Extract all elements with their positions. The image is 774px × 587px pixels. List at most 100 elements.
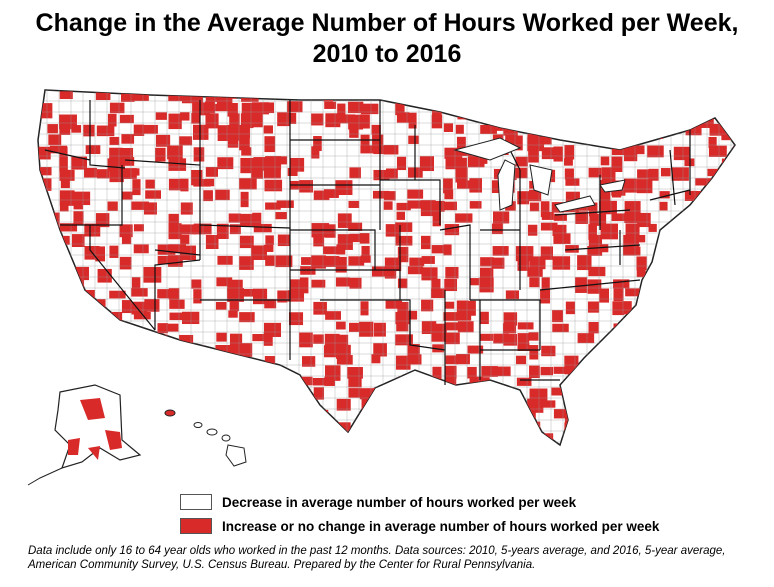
county-patch xyxy=(193,147,205,162)
county-patch xyxy=(720,300,735,312)
county-patch xyxy=(265,421,283,435)
county-patch xyxy=(323,246,340,255)
county-patch xyxy=(407,310,418,320)
county-patch xyxy=(299,409,312,425)
county-patch xyxy=(131,168,140,176)
county-patch xyxy=(227,135,239,148)
county-patch xyxy=(191,112,201,124)
county-patch xyxy=(647,92,657,101)
county-patch xyxy=(228,366,240,374)
county-patch xyxy=(443,244,452,256)
county-patch xyxy=(119,114,134,124)
county-patch xyxy=(144,299,160,312)
county-patch xyxy=(456,422,469,430)
county-patch xyxy=(456,354,470,365)
county-patch xyxy=(432,410,443,423)
county-patch xyxy=(119,256,132,270)
county-patch xyxy=(421,299,434,312)
county-patch xyxy=(696,322,708,333)
county-patch xyxy=(239,235,254,249)
county-patch xyxy=(660,168,671,177)
county-patch xyxy=(397,377,414,390)
county-patch xyxy=(564,145,575,160)
county-patch xyxy=(71,323,85,337)
county-patch xyxy=(203,444,215,445)
county-patch xyxy=(191,355,202,364)
county-patch xyxy=(672,102,683,115)
county-patch xyxy=(191,431,204,439)
county-patch xyxy=(120,367,131,378)
county-patch xyxy=(588,266,606,277)
county-patch xyxy=(515,156,528,167)
county-patch xyxy=(551,387,567,396)
county-patch xyxy=(133,409,152,424)
county-patch xyxy=(313,334,324,344)
county-patch xyxy=(407,200,423,209)
county-patch xyxy=(541,277,550,291)
county-patch xyxy=(685,322,700,333)
county-patch xyxy=(348,376,362,388)
county-patch xyxy=(324,101,337,109)
county-patch xyxy=(83,311,101,323)
county-patch xyxy=(708,277,721,288)
county-patch xyxy=(83,124,95,137)
county-patch xyxy=(503,431,518,439)
county-patch xyxy=(38,311,47,321)
county-patch xyxy=(684,344,699,358)
county-patch xyxy=(277,112,290,127)
title-line-2: 2010 to 2016 xyxy=(312,40,462,68)
county-patch xyxy=(480,101,496,118)
county-patch xyxy=(611,343,627,360)
county-patch xyxy=(239,125,250,139)
county-patch xyxy=(552,323,569,333)
county-patch xyxy=(121,168,137,179)
county-patch xyxy=(673,431,687,440)
county-patch xyxy=(601,389,620,403)
county-patch xyxy=(133,224,144,232)
county-patch xyxy=(443,178,453,194)
county-patch xyxy=(648,442,658,445)
county-patch xyxy=(695,268,712,282)
county-patch xyxy=(709,123,725,136)
county-patch xyxy=(323,256,340,267)
county-patch xyxy=(516,355,527,365)
county-patch xyxy=(696,222,715,232)
county-patch xyxy=(721,158,730,174)
county-patch xyxy=(360,114,370,129)
county-patch xyxy=(59,223,78,232)
county-patch xyxy=(97,268,112,283)
county-patch xyxy=(661,245,673,259)
county-patch xyxy=(648,332,658,340)
county-patch xyxy=(709,213,720,226)
county-patch xyxy=(672,92,686,104)
county-patch xyxy=(263,244,274,252)
county-patch xyxy=(193,289,202,304)
county-patch xyxy=(84,167,97,178)
county-patch xyxy=(360,134,370,150)
county-patch xyxy=(588,234,603,249)
county-patch xyxy=(625,288,643,297)
county-patch xyxy=(121,134,135,144)
county-patch xyxy=(697,399,707,416)
county-patch xyxy=(407,189,424,199)
county-patch xyxy=(540,366,554,376)
county-patch xyxy=(527,224,538,236)
county-patch xyxy=(659,201,668,211)
county-patch xyxy=(38,387,48,396)
county-patch xyxy=(264,179,283,192)
county-patch xyxy=(719,255,735,268)
county-patch xyxy=(421,256,435,264)
county-patch xyxy=(192,345,205,356)
county-patch xyxy=(325,113,341,128)
county-patch xyxy=(479,267,494,280)
county-patch xyxy=(636,234,646,243)
county-patch xyxy=(167,145,183,160)
county-patch xyxy=(120,355,129,369)
county-patch xyxy=(611,213,625,221)
county-patch xyxy=(38,167,52,176)
county-patch xyxy=(311,409,329,425)
county-patch xyxy=(625,223,640,236)
county-patch xyxy=(697,411,715,425)
county-patch xyxy=(216,332,227,342)
county-patch xyxy=(479,156,488,164)
